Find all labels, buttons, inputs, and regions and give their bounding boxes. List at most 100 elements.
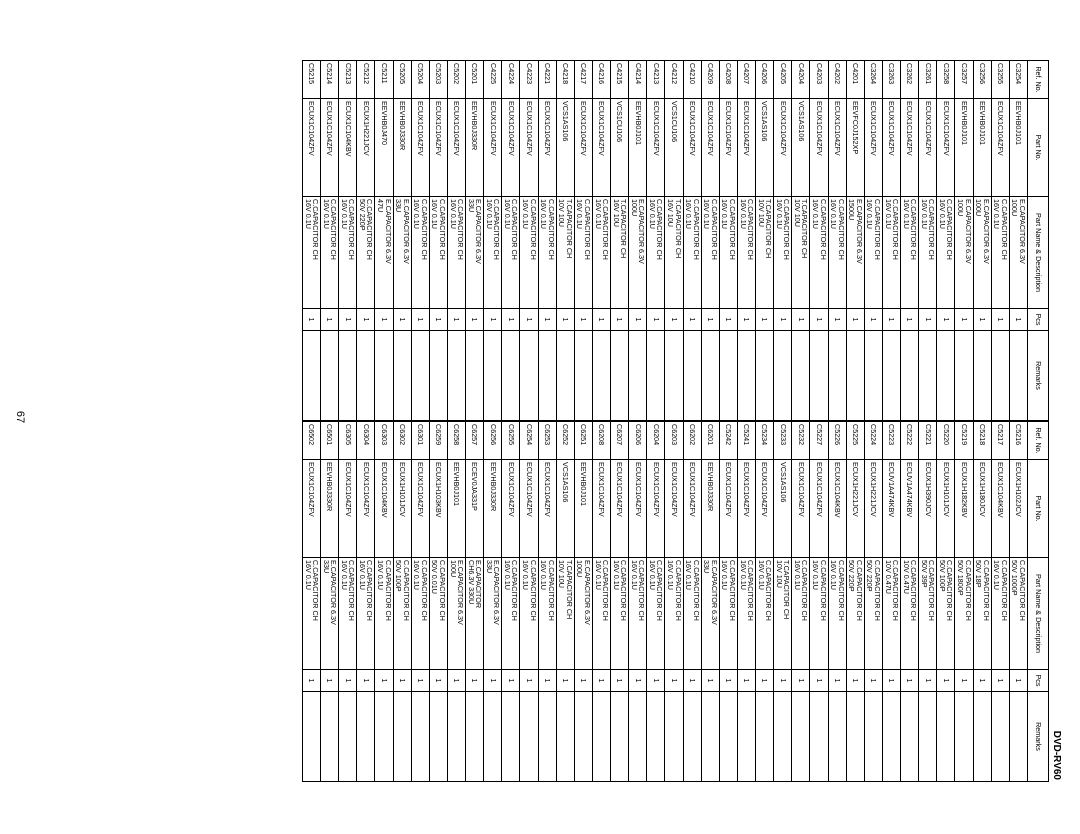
cell-desc: C.CAPACITOR CH16V 0.1U [357,558,375,670]
cell-desc-line1: C.CAPACITOR CH [837,560,845,667]
cell-ref: C5201 [466,61,484,99]
cell-pcs: 1 [937,670,955,692]
cell-desc-line2: 100U [957,199,965,306]
cell-ref: C6303 [375,422,393,460]
cell-desc: C.CAPACITOR CH16V 0.1U [792,558,810,670]
cell-desc: E.CAPACITOR 6.3V100U [973,197,991,309]
cell-desc-line1: C.CAPACITOR CH [928,560,936,667]
cell-remarks [846,331,864,421]
cell-desc: C.CAPACITOR CH16V 0.1U [719,558,737,670]
cell-remarks [429,692,447,782]
cell-pcs: 1 [901,309,919,331]
table-row: C4209ECUX1C104ZFVC.CAPACITOR CH16V 0.1U1 [701,61,719,421]
cell-pcs: 1 [864,670,882,692]
cell-ref: C3258 [937,61,955,99]
cell-desc-line1: T.CAPACITOR CH [565,560,573,667]
cell-desc-line1: C.CAPACITOR CH [348,199,356,306]
cell-pcs: 1 [665,670,683,692]
cell-part: ECUX1C104ZFV [448,99,466,197]
cell-part: ECUX1C104ZFV [538,99,556,197]
cell-part: EEVHB0J470 [375,99,393,197]
cell-desc-line1: E.CAPACITOR 6.3V [964,199,972,306]
cell-part: ECUX1C104ZFV [647,460,665,558]
cell-ref: C4208 [719,61,737,99]
cell-desc-line2: 16V 10U [667,199,675,306]
cell-part: ECUX1C104ZFV [738,460,756,558]
cell-desc-line1: C.CAPACITOR CH [420,199,428,306]
cell-part: ECUV1A474KBV [901,460,919,558]
tables-row: Ref. No. Part No. Part Name & Descriptio… [302,60,1049,780]
cell-desc-line1: C.CAPACITOR CH [511,560,519,667]
cell-part: ECUX1C104ZFV [810,460,828,558]
cell-remarks [339,692,357,782]
cell-ref: C5204 [411,61,429,99]
cell-desc: C.CAPACITOR CH50V 1000P [1009,558,1027,670]
cell-desc-line1: C.CAPACITOR CH [674,560,682,667]
table-row: C5215ECUX1C104ZFVC.CAPACITOR CH16V 0.1U1 [303,61,321,421]
cell-part: ECUX1C104ZFV [629,460,647,558]
cell-pcs: 1 [611,309,629,331]
cell-pcs: 1 [321,670,339,692]
cell-part: ECUX1C104ZFV [520,460,538,558]
cell-remarks [991,692,1009,782]
cell-desc: C.CAPACITOR CH10V 0.47U [901,558,919,670]
cell-desc-line1: T.CAPACITOR CH [765,199,773,306]
cell-remarks [611,331,629,421]
table-row: C6251EEVHB0J101E.CAPACITOR 6.3V100U1 [574,422,592,782]
cell-remarks [393,331,411,421]
cell-ref: C3255 [991,61,1009,99]
cell-remarks [991,331,1009,421]
cell-pcs: 1 [574,309,592,331]
table-row: C6302ECUX1H101JCVC.CAPACITOR CH50V 100P1 [393,422,411,782]
cell-pcs: 1 [792,309,810,331]
cell-desc-line1: C.CAPACITOR CH [602,560,610,667]
cell-desc-line1: C.CAPACITOR CH [420,560,428,667]
cell-desc-line2: 16V 0.1U [667,560,675,667]
cell-ref: C5213 [339,61,357,99]
cell-ref: C5218 [973,422,991,460]
cell-pcs: 1 [973,309,991,331]
cell-desc: T.CAPACITOR CH10V 10U [792,197,810,309]
cell-desc-line1: C.CAPACITOR CH [384,560,392,667]
cell-pcs: 1 [701,670,719,692]
table-row: C4215VCS1CU106T.CAPACITOR CH16V 10U1 [611,61,629,421]
cell-desc-line1: C.CAPACITOR CH [583,199,591,306]
cell-remarks [647,692,665,782]
cell-pcs: 1 [973,670,991,692]
cell-part: ECUX1H221JCV [357,99,375,197]
table-row: C4208ECUX1C104ZFVC.CAPACITOR CH16V 0.1U1 [719,61,737,421]
table-row: C6256EEVHB0J330RE.CAPACITOR 6.3V33U1 [484,422,502,782]
cell-ref: C5241 [738,422,756,460]
cell-ref: C5219 [955,422,973,460]
cell-part: EEVFC0J152XP [846,99,864,197]
cell-desc: C.CAPACITOR CH16V 0.1U [411,558,429,670]
cell-ref: C5220 [937,422,955,460]
cell-pcs: 1 [774,670,792,692]
table-row: C6253ECUX1C104ZFVC.CAPACITOR CH16V 0.1U1 [538,422,556,782]
cell-part: ECUX1C104ZFV [719,99,737,197]
cell-desc: E.CAPACITORCH6.3V 330U [466,558,484,670]
cell-remarks [574,331,592,421]
parts-table-right: Ref. No. Part No. Part Name & Descriptio… [302,421,1049,782]
cell-pcs: 1 [901,670,919,692]
cell-desc-line1: E.CAPACITOR 6.3V [1018,199,1026,306]
cell-desc: C.CAPACITOR CH16V 0.1U [883,197,901,309]
cell-ref: C5205 [393,61,411,99]
table-row: C4205ECUX1C104ZFVC.CAPACITOR CH16V 0.1U1 [774,61,792,421]
cell-pcs: 1 [411,670,429,692]
cell-desc: C.CAPACITOR CH16V 0.1U [593,558,611,670]
cell-part: ECUX1C104ZFV [756,460,774,558]
cell-pcs: 1 [321,309,339,331]
cell-pcs: 1 [683,309,701,331]
cell-part: ECUX1C104ZFV [810,99,828,197]
cell-part: VCS1CU106 [611,99,629,197]
cell-ref: C6201 [701,422,719,460]
cell-part: ECUX1C104ZFV [901,99,919,197]
table-row: C5225ECUX1H221JCVC.CAPACITOR CH50V 220P1 [846,422,864,782]
cell-part: ECUX1H221JCV [846,460,864,558]
cell-desc-line1: T.CAPACITOR CH [674,199,682,306]
table-row: C4203ECUX1C104ZFVC.CAPACITOR CH16V 0.1U1 [810,61,828,421]
cell-desc-line1: E.CAPACITOR 6.3V [457,560,465,667]
cell-ref: C3264 [864,61,882,99]
cell-desc-line1: C.CAPACITOR CH [547,199,555,306]
